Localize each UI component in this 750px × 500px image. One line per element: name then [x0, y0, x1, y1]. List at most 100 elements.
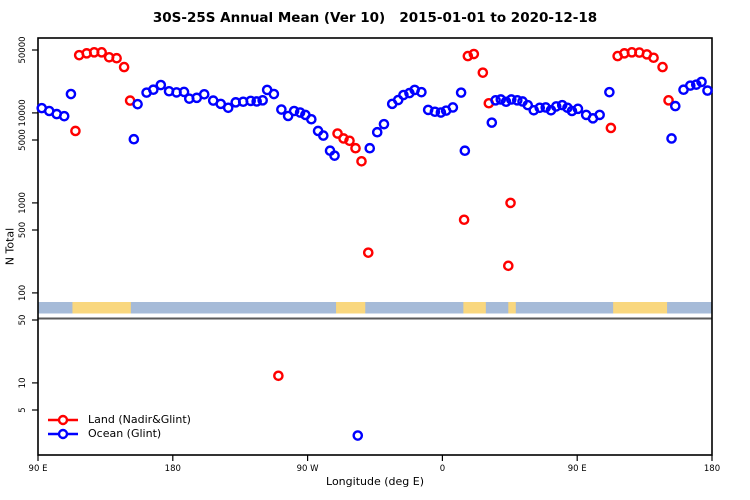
ocean-point: [429, 106, 441, 118]
land-point: [503, 260, 514, 272]
y-tick-label: 5000: [18, 129, 28, 151]
land-point: [648, 52, 659, 64]
ocean-point: [490, 95, 501, 106]
ocean-point: [455, 87, 467, 98]
ocean-point: [58, 110, 70, 122]
ocean-point: [245, 95, 256, 107]
y-tick-label: 50000: [18, 36, 28, 63]
ocean-point: [178, 86, 190, 98]
land-point: [111, 52, 122, 64]
y-axis-title: N Total: [3, 227, 17, 266]
land-point: [462, 50, 474, 62]
land-point: [273, 370, 284, 382]
y-tick-label: 5: [18, 407, 28, 412]
ocean-point: [511, 95, 523, 106]
ocean-point: [495, 94, 507, 105]
ocean-legend-symbol: [48, 428, 78, 440]
ocean-point: [128, 133, 140, 145]
ocean-point: [378, 118, 390, 130]
land-point: [477, 67, 489, 78]
legend-label-land: Land (Nadir&Glint): [88, 413, 191, 426]
ocean-point: [318, 130, 329, 141]
land-point: [344, 135, 355, 147]
ocean-point: [447, 102, 459, 113]
x-tick-label: 180: [704, 464, 720, 474]
land-point: [356, 155, 367, 167]
y-tick-label: 10: [18, 377, 28, 388]
ocean-point: [65, 88, 77, 100]
ocean-point: [398, 89, 409, 101]
ocean-point: [534, 102, 546, 114]
land-point: [118, 61, 130, 73]
ocean-point: [550, 101, 562, 112]
ocean-point: [148, 84, 159, 96]
chart-title: 30S-25S Annual Mean (Ver 10) 2015-01-01 …: [152, 10, 598, 26]
ocean-point: [268, 88, 280, 100]
ocean-point: [666, 133, 677, 144]
ocean-point: [288, 105, 300, 117]
land-point: [605, 122, 617, 134]
land-point: [96, 47, 107, 58]
y-tick-label: 100: [18, 285, 28, 301]
x-tick-label: 90 E: [568, 464, 587, 474]
ocean-point: [696, 76, 707, 88]
ocean-point: [522, 99, 534, 111]
ocean-point: [132, 98, 143, 110]
x-tick-label: 180: [165, 464, 181, 474]
ocean-point: [566, 105, 578, 117]
y-tick-label: 50: [18, 315, 28, 326]
y-tick-label: 500: [18, 222, 28, 238]
ocean-point: [371, 126, 383, 138]
ocean-point: [257, 95, 268, 106]
x-tick-label: 0: [440, 464, 445, 474]
land-band-segment: [336, 302, 366, 314]
ocean-point: [364, 142, 376, 154]
x-tick-label: 90 E: [29, 464, 48, 474]
land-point: [505, 197, 516, 209]
ocean-point: [329, 150, 340, 161]
ocean-point: [198, 88, 210, 100]
y-tick-label: 10000: [18, 99, 28, 126]
legend: Land (Nadir&Glint) Ocean (Glint): [46, 413, 191, 441]
ocean-point: [556, 99, 568, 111]
x-axis-title: Longitude (deg E): [326, 475, 424, 488]
ocean-point: [594, 109, 605, 121]
ocean-point: [251, 96, 262, 107]
ocean-point: [155, 79, 167, 91]
land-band-segment: [508, 302, 516, 314]
ocean-point: [282, 110, 294, 122]
land-point: [663, 95, 674, 106]
land-band-segment: [613, 302, 668, 314]
ocean-point: [306, 113, 317, 125]
x-tick-label: 90 W: [297, 464, 320, 474]
land-point: [657, 61, 668, 73]
ocean-point: [435, 107, 447, 118]
land-point: [468, 48, 480, 60]
ocean-point: [276, 104, 287, 115]
y-tick-label: 1000: [18, 192, 28, 214]
ocean-point: [670, 100, 681, 112]
plot-border: [37, 37, 713, 456]
ocean-point: [505, 94, 517, 105]
land-point: [338, 133, 349, 144]
ocean-point: [572, 103, 584, 115]
ocean-point: [500, 96, 512, 108]
ocean-point: [459, 145, 471, 157]
ocean-point: [416, 86, 427, 98]
land-band-segment: [463, 302, 486, 314]
ocean-point: [684, 80, 696, 91]
ocean-point: [294, 107, 306, 118]
legend-item-land: Land (Nadir&Glint): [46, 413, 191, 427]
ocean-point: [352, 430, 364, 441]
land-point: [458, 214, 470, 226]
legend-item-ocean: Ocean (Glint): [46, 427, 191, 441]
legend-label-ocean: Ocean (Glint): [88, 427, 162, 440]
ocean-point: [604, 86, 615, 98]
land-point: [70, 125, 81, 137]
land-point: [362, 247, 374, 258]
ocean-band: [38, 302, 712, 314]
land-legend-symbol: [48, 414, 78, 426]
land-band-segment: [72, 302, 131, 314]
